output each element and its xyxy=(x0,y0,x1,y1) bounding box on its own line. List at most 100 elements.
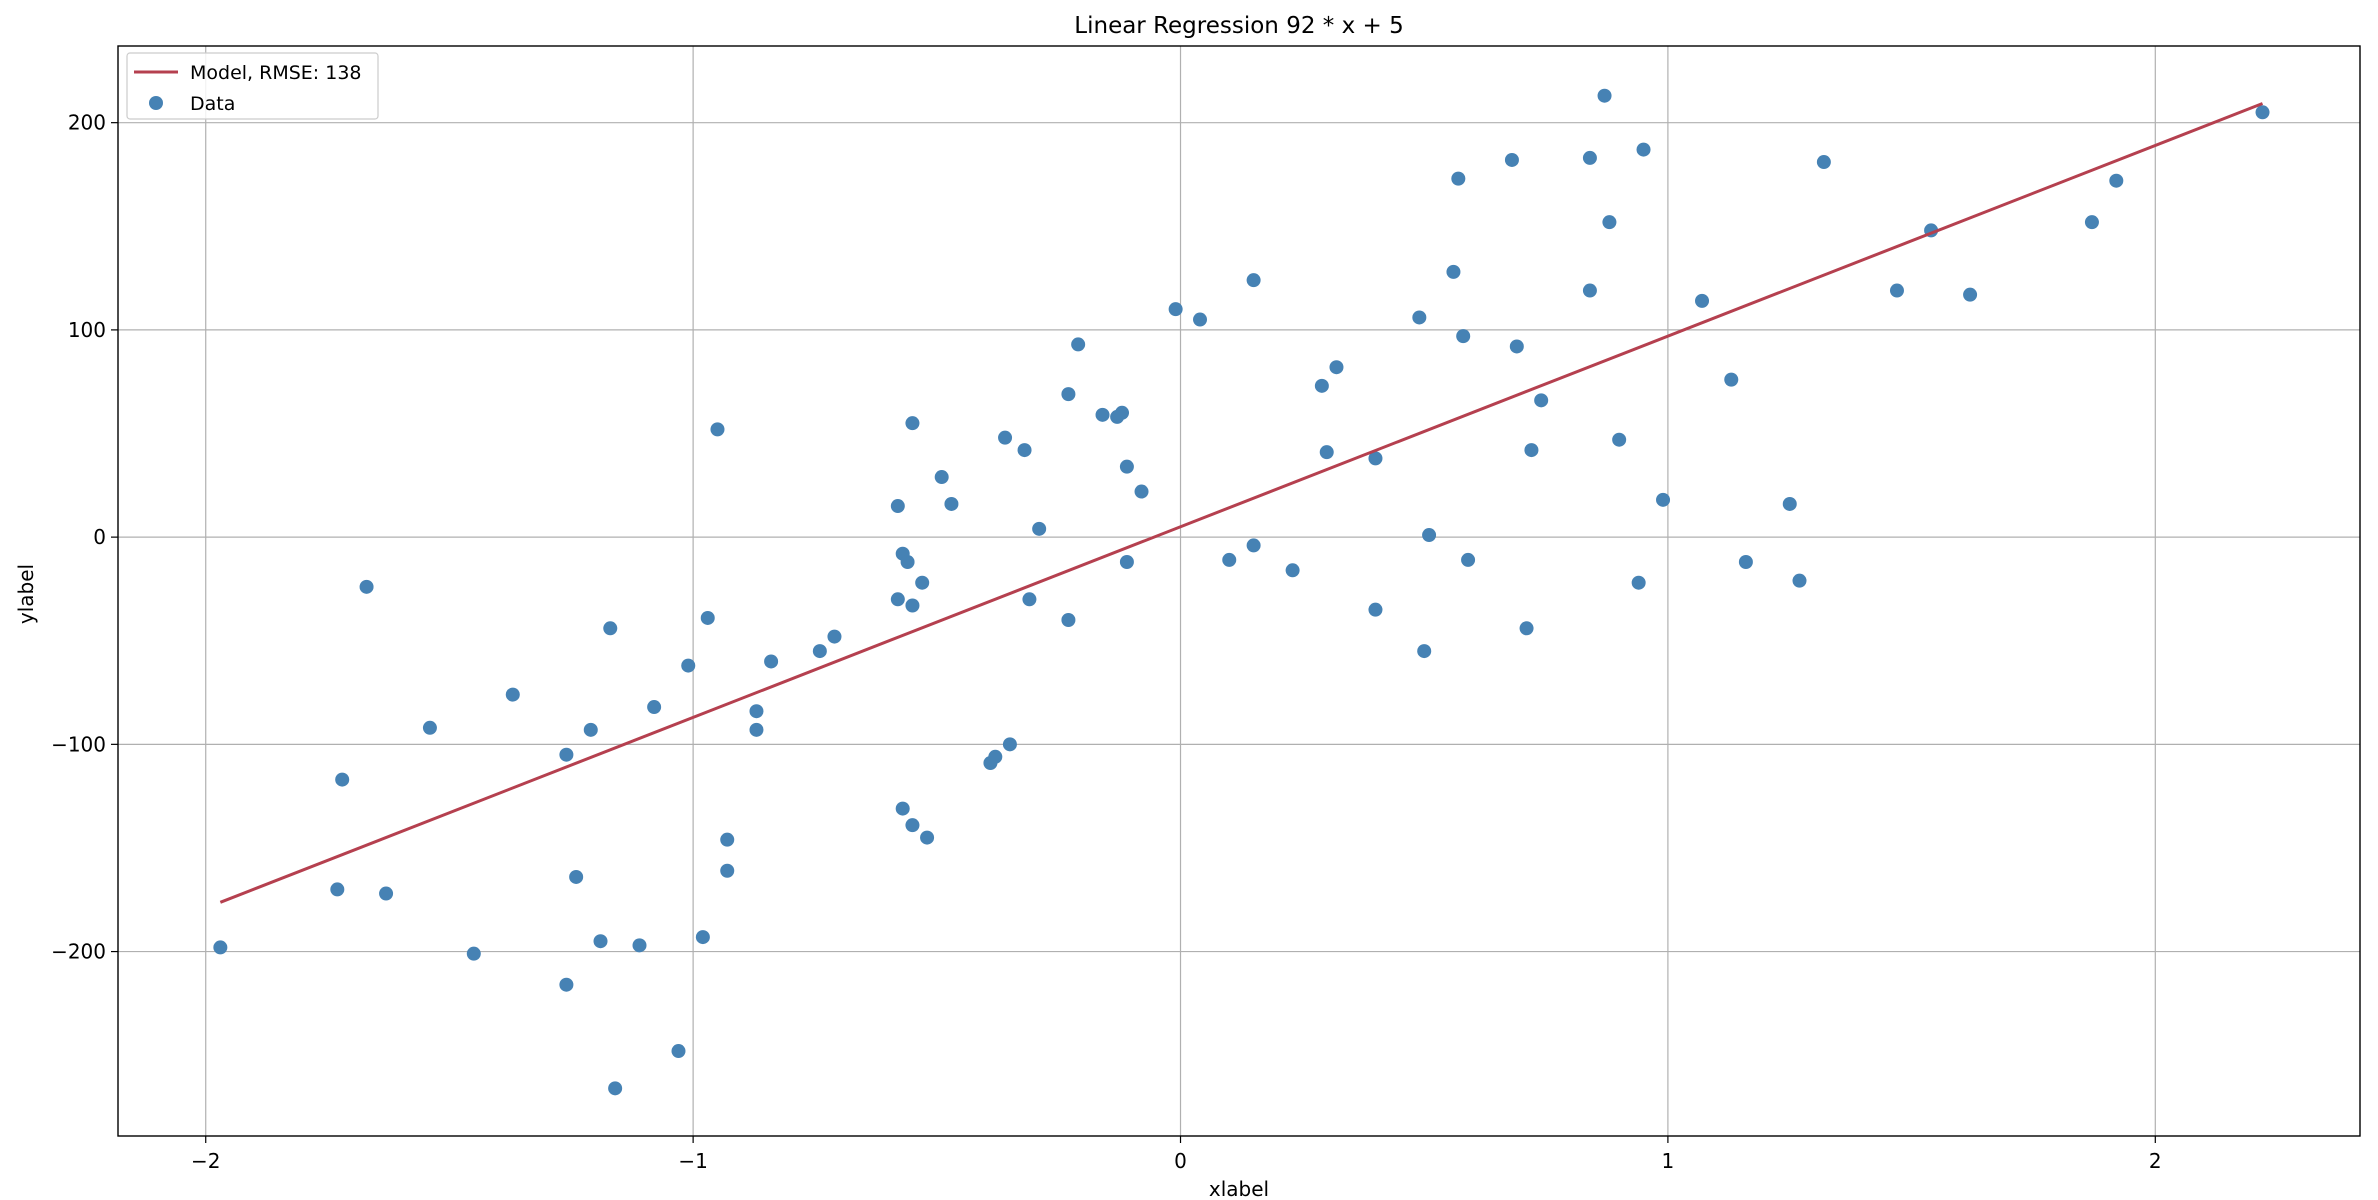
data-point xyxy=(890,499,905,514)
data-point xyxy=(1631,575,1646,590)
data-point xyxy=(671,1044,686,1059)
x-tick-label: −1 xyxy=(678,1149,707,1173)
data-point xyxy=(1368,602,1383,617)
legend-box xyxy=(126,52,379,120)
data-point xyxy=(379,886,394,901)
data-point xyxy=(710,422,725,437)
plot-area-frame xyxy=(117,45,2361,1137)
data-point xyxy=(890,592,905,607)
data-point xyxy=(920,830,935,845)
data-point xyxy=(603,621,618,636)
data-point xyxy=(1285,563,1300,578)
data-point xyxy=(1246,273,1261,288)
data-point xyxy=(569,869,584,884)
y-tick-label: 0 xyxy=(93,525,106,549)
data-point xyxy=(1002,737,1017,752)
data-point xyxy=(1115,405,1130,420)
data-point xyxy=(681,658,696,673)
data-point xyxy=(944,496,959,511)
data-point xyxy=(1368,451,1383,466)
data-point xyxy=(1095,407,1110,422)
data-point xyxy=(1636,142,1651,157)
data-point xyxy=(1695,293,1710,308)
data-point xyxy=(827,629,842,644)
data-point xyxy=(608,1081,623,1096)
data-point xyxy=(1582,283,1597,298)
legend-data-swatch xyxy=(149,96,163,110)
data-point xyxy=(1889,283,1904,298)
data-point xyxy=(988,749,1003,764)
data-point xyxy=(1602,215,1617,230)
model-regression-line xyxy=(219,102,2264,904)
data-point xyxy=(1792,573,1807,588)
data-point xyxy=(934,470,949,485)
data-point xyxy=(2255,105,2270,120)
data-point xyxy=(593,934,608,949)
y-tick-label: −100 xyxy=(51,732,106,756)
model-line-group xyxy=(219,102,2264,904)
data-point xyxy=(895,801,910,816)
data-point xyxy=(1612,432,1627,447)
data-point xyxy=(764,654,779,669)
data-point xyxy=(1456,329,1471,344)
data-point xyxy=(559,747,574,762)
data-point xyxy=(1816,155,1831,170)
data-point xyxy=(900,554,915,569)
data-point xyxy=(647,700,662,715)
data-point xyxy=(1119,459,1134,474)
data-point xyxy=(335,772,350,787)
x-tick-label: 2 xyxy=(2149,1149,2162,1173)
grid-lines xyxy=(118,46,2360,1136)
data-point xyxy=(213,940,228,955)
data-point xyxy=(905,416,920,431)
data-point xyxy=(1071,337,1086,352)
data-point xyxy=(1534,393,1549,408)
data-point xyxy=(1329,360,1344,375)
y-tick-label: 100 xyxy=(68,318,106,342)
data-point xyxy=(720,863,735,878)
data-point xyxy=(359,579,374,594)
chart-title: Linear Regression 92 * x + 5 xyxy=(1074,13,1403,39)
data-point xyxy=(1519,621,1534,636)
data-point xyxy=(1724,372,1739,387)
data-point xyxy=(1417,644,1432,659)
data-point xyxy=(505,687,520,702)
x-tick-label: 1 xyxy=(1662,1149,1675,1173)
data-point xyxy=(1461,552,1476,567)
data-point xyxy=(559,977,574,992)
data-point xyxy=(1022,592,1037,607)
data-point xyxy=(1656,492,1671,507)
data-point xyxy=(749,704,764,719)
data-point xyxy=(1193,312,1208,327)
data-point xyxy=(1119,554,1134,569)
data-point xyxy=(905,598,920,613)
data-point xyxy=(915,575,930,590)
data-point xyxy=(749,722,764,737)
data-point xyxy=(700,610,715,625)
data-point xyxy=(2084,215,2099,230)
data-point xyxy=(632,938,647,953)
data-point xyxy=(330,882,345,897)
data-point xyxy=(1738,554,1753,569)
x-tick-label: 0 xyxy=(1174,1149,1187,1173)
y-tick-label: −200 xyxy=(51,940,106,964)
legend: Model, RMSE: 138 Data xyxy=(126,52,379,120)
data-point xyxy=(1422,528,1437,543)
data-point xyxy=(1246,538,1261,553)
data-point xyxy=(1963,287,1978,302)
data-point xyxy=(905,818,920,833)
data-point xyxy=(720,832,735,847)
y-tick-label: 200 xyxy=(68,111,106,135)
data-points xyxy=(213,88,2270,1096)
data-point xyxy=(812,644,827,659)
data-point xyxy=(466,946,481,961)
data-point xyxy=(1314,378,1329,393)
legend-data-label: Data xyxy=(190,93,235,115)
data-point xyxy=(1597,88,1612,103)
x-tick-label: −2 xyxy=(191,1149,220,1173)
x-axis-label: xlabel xyxy=(1209,1177,1269,1200)
y-axis-label: ylabel xyxy=(14,564,38,624)
data-point xyxy=(1168,302,1183,317)
